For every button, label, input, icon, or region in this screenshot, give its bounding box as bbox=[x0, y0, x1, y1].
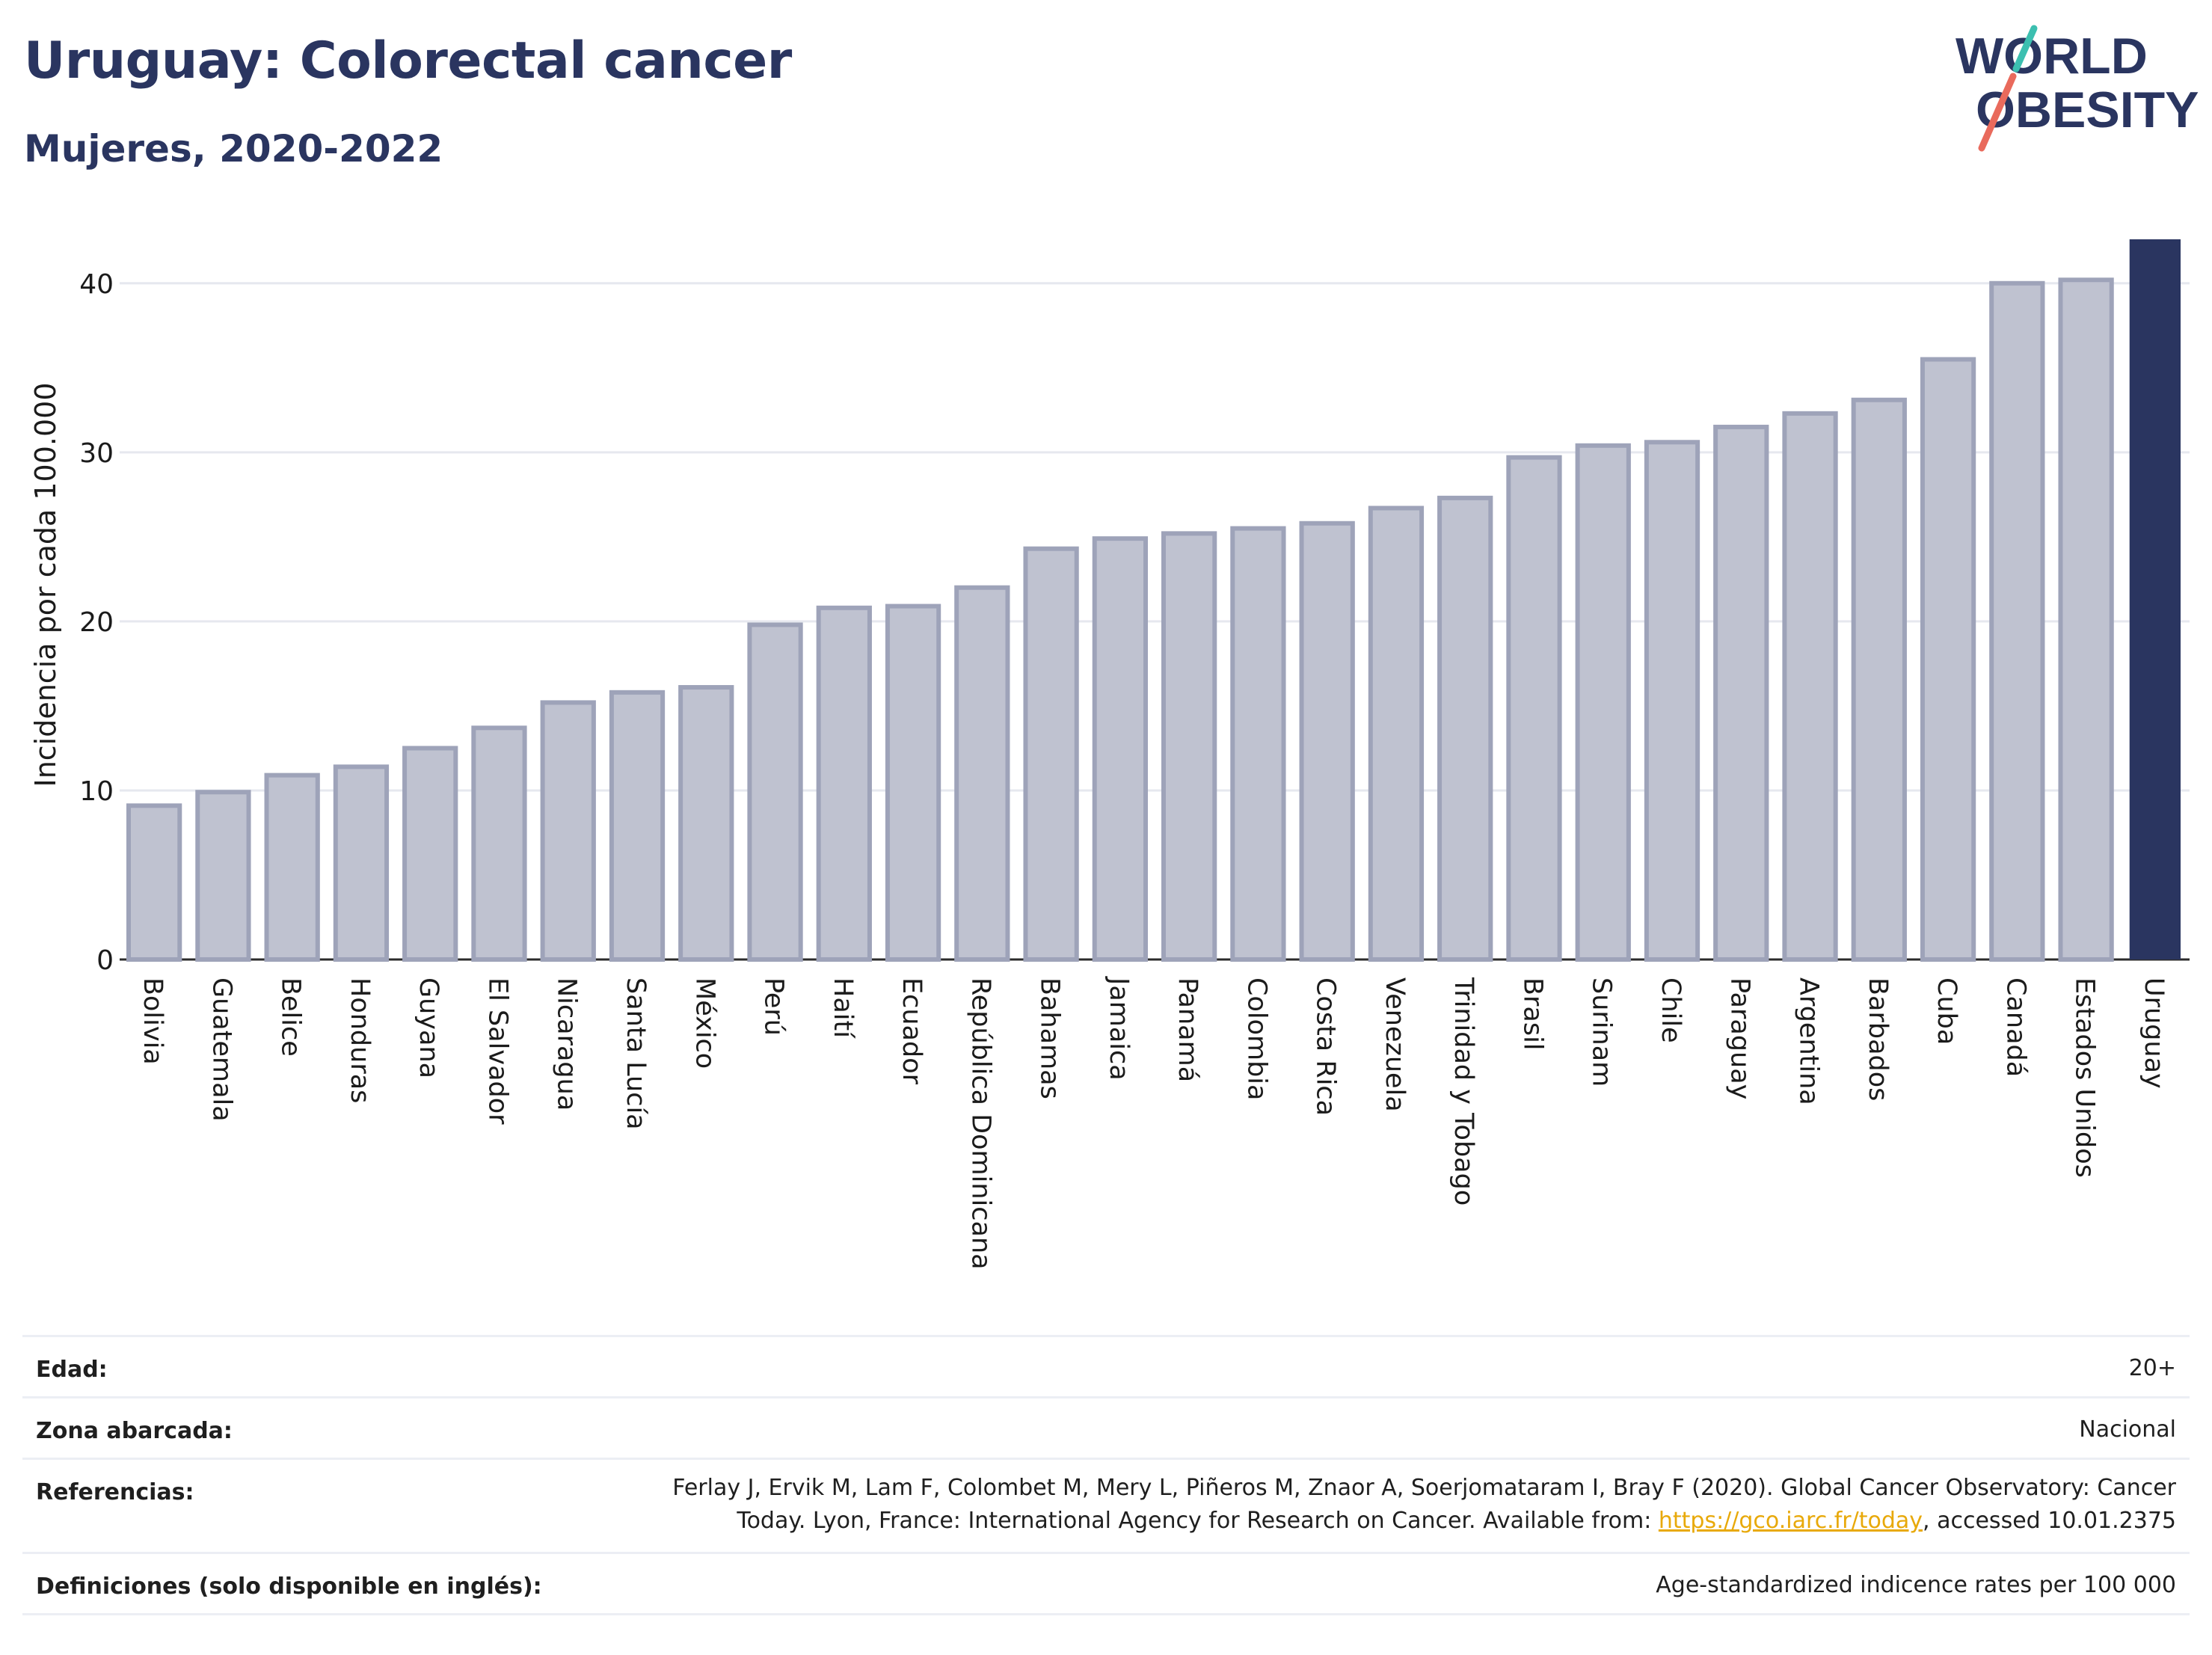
bar bbox=[1920, 357, 1976, 962]
bars bbox=[126, 239, 2181, 962]
bar bbox=[1368, 506, 1425, 962]
x-tick-label: República Dominicana bbox=[965, 977, 995, 1270]
y-tick-label: 10 bbox=[79, 776, 114, 807]
x-tick-label: Chile bbox=[1656, 977, 1686, 1043]
logo-line2: OBESITY bbox=[1976, 82, 2199, 138]
bar bbox=[1989, 280, 2045, 962]
x-tick-label: Canadá bbox=[2000, 977, 2030, 1077]
bar bbox=[1437, 495, 1493, 962]
references-line2-pre: Today. Lyon, France: International Agenc… bbox=[737, 1508, 1659, 1534]
x-tick-label: Argentina bbox=[1794, 977, 1824, 1105]
bar-highlight bbox=[2129, 239, 2181, 959]
bar bbox=[2058, 277, 2114, 962]
grid-lines bbox=[120, 282, 2190, 961]
bar bbox=[1644, 440, 1701, 962]
x-tick-label: Colombia bbox=[1241, 977, 1271, 1100]
x-tick-label: Panamá bbox=[1173, 977, 1202, 1082]
world-obesity-logo: WORLD OBESITY bbox=[1956, 25, 2199, 152]
bar bbox=[1575, 443, 1631, 962]
x-tick-label: Venezuela bbox=[1380, 977, 1410, 1112]
bar bbox=[885, 604, 941, 962]
bar-chart: 0 10 20 30 40 Bolivia Guatemala Belice Honduras… bbox=[29, 239, 2190, 1270]
area-value: Nacional bbox=[2079, 1416, 2176, 1443]
bar bbox=[333, 764, 390, 962]
x-tick-label: Barbados bbox=[1863, 977, 1893, 1101]
bar bbox=[747, 622, 803, 962]
bar bbox=[471, 725, 527, 962]
x-tick-label: Ecuador bbox=[897, 977, 927, 1085]
logo-slash-teal bbox=[2012, 25, 2038, 73]
definitions-value: Age-standardized indicence rates per 100… bbox=[1656, 1572, 2176, 1598]
x-tick-label: México bbox=[689, 977, 719, 1069]
x-tick-label: Perú bbox=[759, 977, 789, 1036]
references-line1: Ferlay J, Ervik M, Lam F, Colombet M, Me… bbox=[672, 1475, 2176, 1501]
y-axis-ticks: 0 10 20 30 40 bbox=[79, 269, 114, 976]
bar bbox=[954, 585, 1010, 962]
page-title: Uruguay: Colorectal cancer bbox=[24, 31, 792, 90]
x-tick-label: Santa Lucía bbox=[621, 977, 651, 1130]
x-tick-label: Guatemala bbox=[206, 977, 236, 1122]
bar bbox=[1023, 546, 1079, 962]
x-tick-label: Guyana bbox=[414, 977, 443, 1078]
meta-bottom-rule bbox=[22, 1613, 2190, 1615]
x-tick-label: Surinam bbox=[1587, 977, 1617, 1087]
bar bbox=[264, 773, 320, 962]
x-axis-ticks: Bolivia Guatemala Belice Honduras Guyana El S… bbox=[138, 976, 2169, 1270]
bar bbox=[1713, 424, 1769, 962]
y-tick-label: 30 bbox=[79, 438, 114, 469]
references-link[interactable]: https://gco.iarc.fr/today bbox=[1658, 1508, 1923, 1534]
x-tick-label: Belice bbox=[276, 977, 306, 1057]
bar bbox=[1782, 411, 1838, 962]
x-tick-label: Paraguay bbox=[1724, 977, 1754, 1099]
x-tick-label: Jamaica bbox=[1104, 976, 1134, 1081]
x-tick-label: Uruguay bbox=[2139, 977, 2169, 1089]
references-line2-post: , accessed 10.01.2375 bbox=[1923, 1508, 2176, 1534]
age-value: 20+ bbox=[2128, 1355, 2176, 1381]
x-tick-label: Honduras bbox=[345, 977, 375, 1103]
bar bbox=[1092, 536, 1149, 962]
x-tick-label: Haití bbox=[828, 977, 858, 1039]
x-tick-label: Brasil bbox=[1517, 977, 1547, 1051]
meta-row-age: Edad: 20+ bbox=[22, 1335, 2190, 1398]
meta-row-definitions: Definiciones (solo disponible en inglés)… bbox=[22, 1552, 2190, 1615]
x-tick-label: Trinidad y Tobago bbox=[1448, 977, 1478, 1206]
meta-row-references: Referencias: Ferlay J, Ervik M, Lam F, C… bbox=[22, 1458, 2190, 1554]
y-tick-label: 0 bbox=[96, 945, 114, 976]
bar bbox=[816, 605, 872, 962]
page-subtitle: Mujeres, 2020-2022 bbox=[24, 127, 443, 171]
bar bbox=[609, 690, 666, 962]
bar bbox=[1851, 397, 1907, 962]
logo-slash-coral bbox=[1978, 73, 2017, 152]
age-label: Edad: bbox=[36, 1357, 108, 1383]
x-tick-label: Estados Unidos bbox=[2070, 977, 2100, 1178]
bar bbox=[1506, 455, 1562, 962]
references-value: Ferlay J, Ervik M, Lam F, Colombet M, Me… bbox=[672, 1472, 2176, 1538]
x-tick-label: Nicaragua bbox=[552, 977, 582, 1111]
bar bbox=[1230, 526, 1286, 962]
bar bbox=[195, 790, 251, 962]
definitions-label: Definiciones (solo disponible en inglés)… bbox=[36, 1573, 542, 1600]
x-tick-label: El Salvador bbox=[482, 977, 512, 1125]
logo-line1: WORLD bbox=[1956, 28, 2148, 85]
references-label: Referencias: bbox=[36, 1479, 194, 1505]
x-tick-label: Cuba bbox=[1932, 977, 1961, 1045]
bar bbox=[678, 685, 734, 962]
x-tick-label: Bolivia bbox=[138, 977, 168, 1065]
x-tick-label: Bahamas bbox=[1035, 977, 1065, 1099]
bar bbox=[402, 746, 458, 962]
bar bbox=[540, 700, 596, 962]
area-label: Zona abarcada: bbox=[36, 1418, 233, 1444]
bar bbox=[1299, 521, 1355, 962]
y-tick-label: 20 bbox=[79, 607, 114, 638]
bar bbox=[1161, 531, 1217, 962]
x-tick-label: Costa Rica bbox=[1311, 977, 1341, 1116]
meta-row-area: Zona abarcada: Nacional bbox=[22, 1396, 2190, 1460]
y-tick-label: 40 bbox=[79, 269, 114, 300]
bar bbox=[126, 803, 182, 962]
y-axis-label: Incidencia por cada 100.000 bbox=[29, 382, 62, 787]
